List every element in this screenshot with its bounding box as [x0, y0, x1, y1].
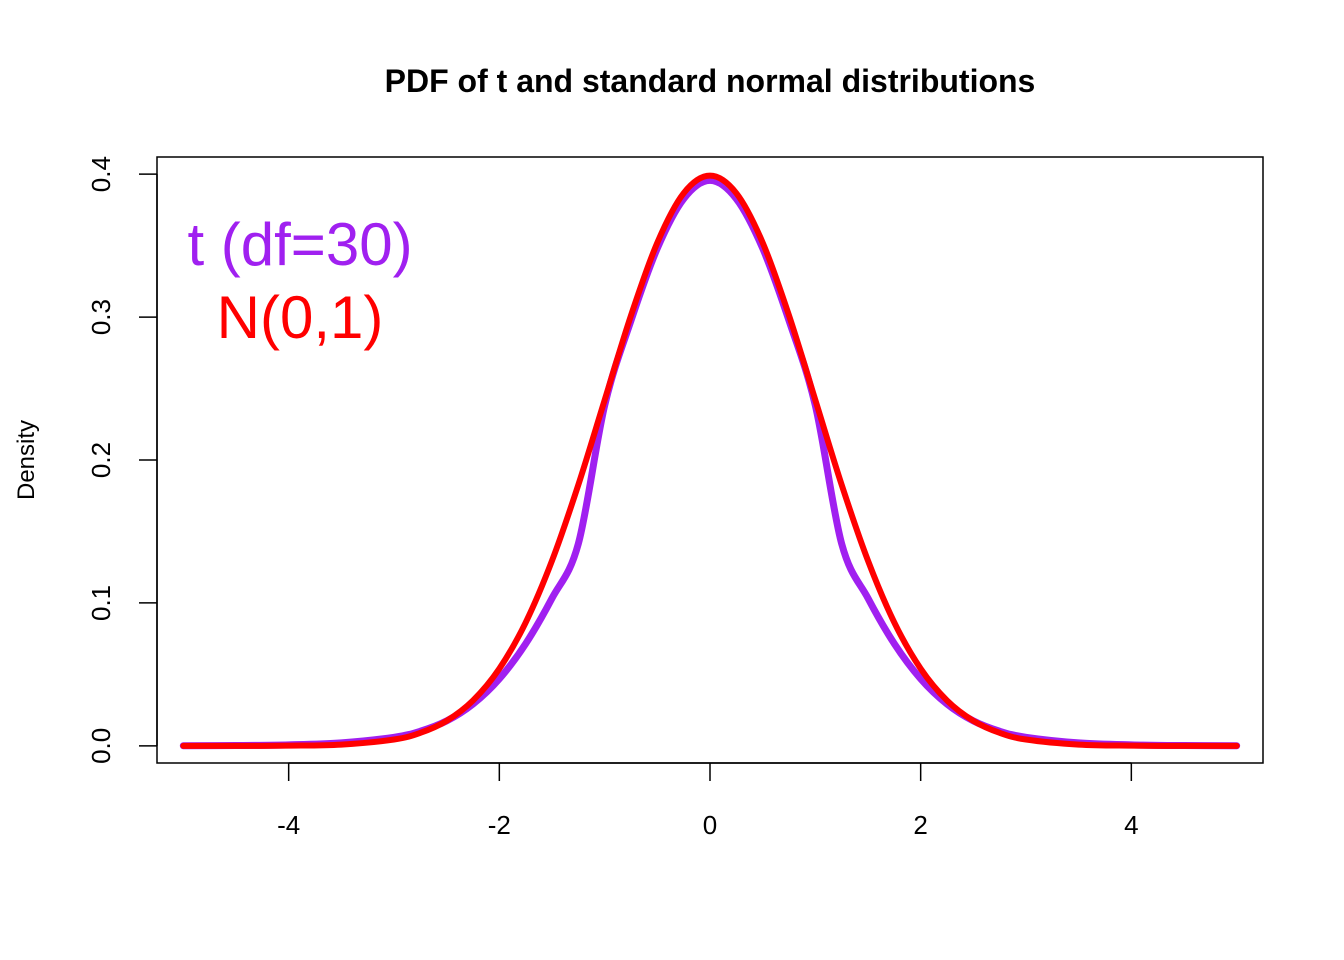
y-axis: 0.0 0.1 0.2 0.3 0.4	[86, 156, 158, 764]
legend: t (df=30) N(0,1)	[187, 211, 412, 351]
x-tick-label: 0	[703, 810, 717, 840]
y-tick-label: 0.1	[86, 585, 116, 621]
y-tick-label: 0.3	[86, 299, 116, 335]
x-tick-label: 4	[1124, 810, 1138, 840]
series-layer	[179, 172, 1241, 750]
legend-entry-normal: N(0,1)	[217, 284, 384, 351]
y-tick-label: 0.0	[86, 728, 116, 764]
x-tick-label: 2	[913, 810, 927, 840]
x-tick-label: -4	[277, 810, 300, 840]
chart-title: PDF of t and standard normal distributio…	[385, 63, 1036, 99]
y-tick-label: 0.2	[86, 442, 116, 478]
y-tick-label: 0.4	[86, 156, 116, 192]
y-axis-label: Density	[13, 420, 40, 500]
legend-entry-t: t (df=30)	[187, 211, 412, 278]
series-line-normal	[180, 172, 1240, 749]
x-axis: -4 -2 0 2 4	[277, 762, 1139, 840]
x-tick-label: -2	[488, 810, 511, 840]
